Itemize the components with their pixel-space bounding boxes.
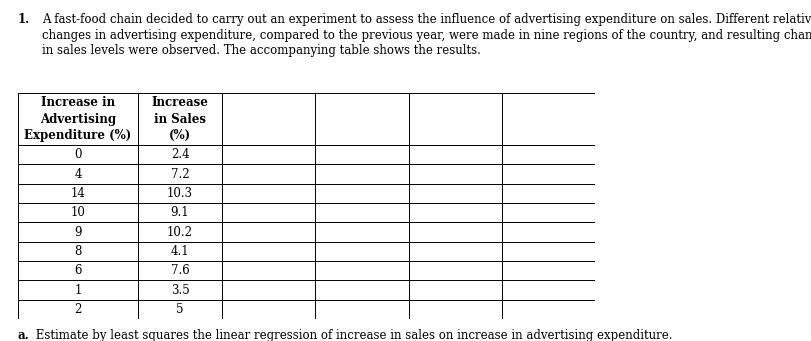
Text: 2: 2	[75, 303, 82, 316]
Text: changes in advertising expenditure, compared to the previous year, were made in : changes in advertising expenditure, comp…	[42, 29, 811, 42]
Text: 9: 9	[75, 225, 82, 238]
Text: 10.3: 10.3	[167, 187, 193, 200]
Text: 0: 0	[75, 148, 82, 161]
Text: 2.4: 2.4	[170, 148, 189, 161]
Text: Estimate by least squares the linear regression of increase in sales on increase: Estimate by least squares the linear reg…	[32, 329, 673, 341]
Text: in sales levels were observed. The accompanying table shows the results.: in sales levels were observed. The accom…	[42, 44, 481, 57]
Text: 10.2: 10.2	[167, 225, 193, 238]
Text: 1: 1	[75, 283, 82, 297]
Text: 9.1: 9.1	[170, 206, 189, 219]
Text: 1.: 1.	[18, 13, 30, 26]
Text: 14: 14	[71, 187, 85, 200]
Text: 3.5: 3.5	[170, 283, 190, 297]
Text: a.: a.	[18, 329, 30, 341]
Text: 5: 5	[176, 303, 184, 316]
Text: Increase in
Advertising
Expenditure (%): Increase in Advertising Expenditure (%)	[24, 96, 131, 142]
Text: 7.6: 7.6	[170, 264, 190, 277]
Text: Increase
in Sales
(%): Increase in Sales (%)	[152, 96, 208, 142]
Text: 7.2: 7.2	[170, 167, 189, 180]
Text: 4: 4	[75, 167, 82, 180]
Text: 8: 8	[75, 245, 82, 258]
Text: A fast-food chain decided to carry out an experiment to assess the influence of : A fast-food chain decided to carry out a…	[42, 13, 811, 26]
Text: 10: 10	[71, 206, 85, 219]
Text: 4.1: 4.1	[170, 245, 189, 258]
Text: 6: 6	[75, 264, 82, 277]
